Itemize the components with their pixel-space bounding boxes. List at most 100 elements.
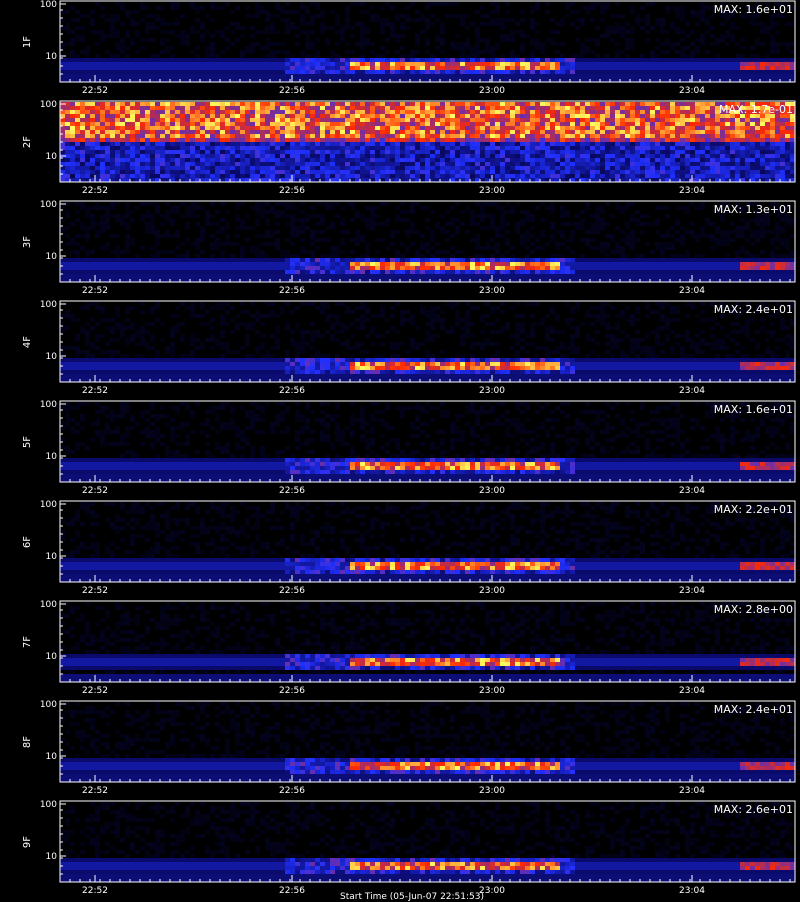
heatmap-cell	[710, 62, 715, 66]
heatmap-cell	[280, 158, 285, 162]
heatmap-cell	[450, 122, 455, 126]
heatmap-cell	[285, 66, 290, 70]
heatmap-cell	[600, 146, 605, 150]
heatmap-cell	[570, 178, 575, 182]
heatmap-cell	[330, 122, 335, 126]
heatmap-cell	[260, 66, 265, 70]
heatmap-cell	[240, 178, 245, 182]
heatmap-cell	[260, 114, 265, 118]
heatmap-cell	[295, 150, 300, 154]
heatmap-cell	[575, 102, 580, 106]
heatmap-cell	[430, 58, 435, 62]
heatmap-cell	[415, 142, 420, 146]
heatmap-cell	[150, 150, 155, 154]
heatmap-cell	[590, 110, 595, 114]
heatmap-cell	[265, 178, 270, 182]
heatmap-cell	[235, 78, 240, 82]
heatmap-cell	[335, 78, 340, 82]
heatmap-cell	[110, 78, 115, 82]
heatmap-cell	[120, 158, 125, 162]
heatmap-cell	[775, 66, 780, 70]
heatmap-cell	[225, 26, 230, 30]
heatmap-cell	[335, 74, 340, 78]
heatmap-cell	[410, 162, 415, 166]
heatmap-cell	[410, 18, 415, 22]
heatmap-cell	[440, 22, 445, 26]
heatmap-cell	[75, 162, 80, 166]
heatmap-cell	[410, 66, 415, 70]
heatmap-cell	[595, 38, 600, 42]
heatmap-cell	[380, 202, 385, 206]
heatmap-cell	[595, 70, 600, 74]
heatmap-cell	[550, 38, 555, 42]
heatmap-cell	[380, 142, 385, 146]
heatmap-cell	[730, 62, 735, 66]
heatmap-cell	[445, 70, 450, 74]
heatmap-cell	[145, 58, 150, 62]
heatmap-cell	[145, 162, 150, 166]
heatmap-cell	[610, 174, 615, 178]
heatmap-cell	[495, 130, 500, 134]
heatmap-cell	[685, 22, 690, 26]
heatmap-cell	[455, 138, 460, 142]
heatmap-cell	[770, 146, 775, 150]
heatmap-cell	[655, 102, 660, 106]
heatmap-cell	[775, 134, 780, 138]
heatmap-cell	[315, 146, 320, 150]
heatmap-cell	[535, 138, 540, 142]
heatmap-cell	[230, 30, 235, 34]
heatmap-cell	[285, 62, 290, 66]
heatmap-cell	[340, 110, 345, 114]
heatmap-cell	[105, 154, 110, 158]
heatmap-cell	[640, 134, 645, 138]
heatmap-cell	[505, 174, 510, 178]
heatmap-cell	[655, 46, 660, 50]
heatmap-cell	[75, 166, 80, 170]
heatmap-cell	[645, 38, 650, 42]
heatmap-cell	[700, 142, 705, 146]
heatmap-cell	[170, 106, 175, 110]
heatmap-cell	[575, 130, 580, 134]
heatmap-cell	[65, 166, 70, 170]
heatmap-cell	[255, 206, 260, 210]
heatmap-cell	[415, 70, 420, 74]
heatmap-cell	[700, 14, 705, 18]
heatmap-cell	[310, 150, 315, 154]
heatmap-cell	[645, 66, 650, 70]
heatmap-cell	[360, 130, 365, 134]
heatmap-cell	[580, 42, 585, 46]
heatmap-cell	[780, 166, 785, 170]
heatmap-cell	[535, 22, 540, 26]
heatmap-cell	[310, 110, 315, 114]
heatmap-cell	[535, 42, 540, 46]
heatmap-cell	[425, 142, 430, 146]
heatmap-cell	[280, 58, 285, 62]
heatmap-cell	[215, 174, 220, 178]
heatmap-cell	[145, 22, 150, 26]
heatmap-cell	[225, 134, 230, 138]
heatmap-cell	[570, 118, 575, 122]
heatmap-cell	[240, 130, 245, 134]
heatmap-cell	[420, 118, 425, 122]
heatmap-cell	[210, 70, 215, 74]
heatmap-cell	[285, 126, 290, 130]
heatmap-cell	[205, 150, 210, 154]
heatmap-cell	[180, 78, 185, 82]
heatmap-cell	[475, 202, 480, 206]
heatmap-cell	[145, 150, 150, 154]
heatmap-cell	[480, 134, 485, 138]
heatmap-cell	[310, 122, 315, 126]
heatmap-cell	[635, 58, 640, 62]
heatmap-cell	[230, 162, 235, 166]
heatmap-cell	[380, 26, 385, 30]
heatmap-cell	[320, 146, 325, 150]
heatmap-cell	[230, 138, 235, 142]
heatmap-cell	[780, 162, 785, 166]
heatmap-cell	[170, 30, 175, 34]
heatmap-cell	[170, 138, 175, 142]
heatmap-cell	[285, 10, 290, 14]
heatmap-cell	[440, 150, 445, 154]
heatmap-cell	[515, 70, 520, 74]
heatmap-cell	[485, 22, 490, 26]
heatmap-cell	[615, 26, 620, 30]
